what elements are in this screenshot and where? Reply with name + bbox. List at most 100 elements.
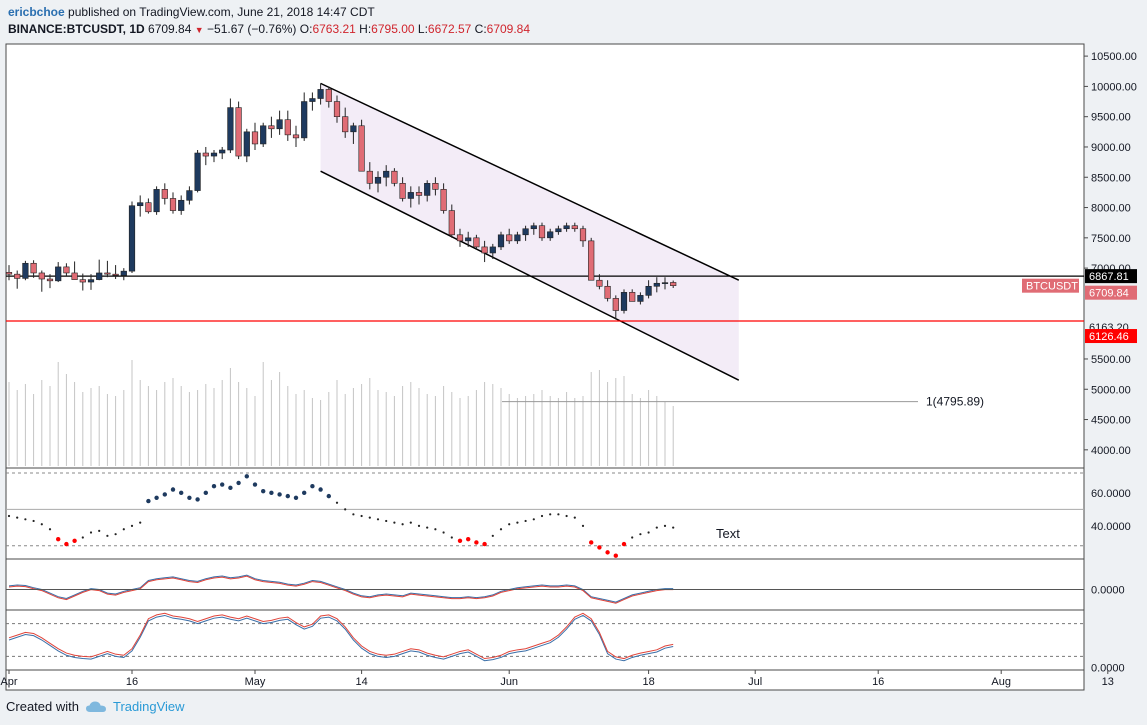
rsi-dot xyxy=(40,523,43,526)
candle-body xyxy=(670,282,677,286)
candle-body xyxy=(243,131,250,157)
rsi-dot xyxy=(187,495,192,500)
candle-body xyxy=(489,246,496,254)
candle-body xyxy=(14,273,21,279)
rsi-dot xyxy=(344,508,347,511)
chart-header: ericbchoe published on TradingView.com, … xyxy=(8,4,530,39)
symbol-title[interactable]: BINANCE:BTCUSDT, 1D xyxy=(8,22,145,36)
price-tick-label: 5500.00 xyxy=(1091,354,1131,366)
open-value: 6763.21 xyxy=(312,22,356,36)
rsi-dot xyxy=(663,524,667,528)
candle-body xyxy=(497,234,505,248)
rsi-dot xyxy=(352,513,355,516)
candle-body xyxy=(104,272,111,275)
symbol-tag-text: BTCUSDT xyxy=(1026,281,1078,293)
created-with-label: Created with xyxy=(6,699,79,714)
time-tick-label: 16 xyxy=(126,676,138,688)
rsi-dot xyxy=(302,490,307,496)
candle-body xyxy=(645,285,652,296)
price-tick-label: 9000.00 xyxy=(1091,142,1131,154)
rsi-dot xyxy=(16,516,19,519)
price-tick-label: 4000.00 xyxy=(1091,445,1131,457)
cloud-logo-icon xyxy=(85,701,106,712)
candle-body xyxy=(432,183,439,190)
rsi-dot xyxy=(442,531,445,534)
rsi-dot xyxy=(64,541,69,547)
price-tick-label: 8500.00 xyxy=(1091,172,1131,184)
rsi-dot xyxy=(81,536,84,539)
chart-canvas[interactable]: 1(4795.89) Text 10500.00 10000.00 9500.00 9… xyxy=(0,42,1147,692)
candle-body xyxy=(284,119,291,136)
candle-body xyxy=(366,170,373,184)
rsi-dot xyxy=(565,514,568,518)
candle-body xyxy=(22,262,29,279)
annotation-label: 1(4795.89) xyxy=(926,395,984,409)
candle-body xyxy=(96,272,103,280)
last-price: 6709.84 xyxy=(148,22,192,36)
candle-body xyxy=(309,98,316,102)
rsi-dot xyxy=(139,521,142,524)
rsi-dot xyxy=(549,513,552,516)
candle-body xyxy=(555,228,562,233)
rsi-dot xyxy=(130,524,134,528)
rsi-dot xyxy=(385,519,388,523)
candle-body xyxy=(596,279,603,287)
price-label-last-text: 6709.84 xyxy=(1089,288,1129,300)
rsi-dot xyxy=(146,498,151,504)
symbol-tag: BTCUSDT xyxy=(1022,278,1079,293)
time-axis[interactable]: Apr 16 May 14 Jun 18 Jul 16 Aug 13 xyxy=(0,670,1114,688)
low-value: 6672.57 xyxy=(427,22,472,36)
rsi-dot xyxy=(310,484,315,489)
time-tick-label: Jun xyxy=(500,676,518,688)
candle-body xyxy=(547,231,554,239)
candle-body xyxy=(63,266,70,274)
rsi-dot xyxy=(516,521,519,524)
rsi-dot xyxy=(434,528,437,531)
candle-body xyxy=(46,278,54,282)
candle-body xyxy=(202,152,209,157)
candle-body xyxy=(588,240,595,281)
price-tick-label: 10500.00 xyxy=(1091,51,1137,63)
channel-upper-line[interactable] xyxy=(320,82,740,281)
candle-body xyxy=(87,279,95,283)
rsi-dot xyxy=(631,536,634,539)
down-triangle-icon: ▼ xyxy=(194,25,204,35)
candles xyxy=(5,83,677,320)
author-link[interactable]: ericbchoe xyxy=(8,5,65,19)
rsi-dot xyxy=(524,519,527,523)
rsi-dot xyxy=(532,518,535,521)
candle-body xyxy=(473,237,480,248)
close-value: 6709.84 xyxy=(486,22,531,36)
rsi-dot xyxy=(457,538,463,543)
candle-body xyxy=(145,202,152,213)
price-axis[interactable]: 10500.00 10000.00 9500.00 9000.00 8500.00 800… xyxy=(1084,51,1137,457)
rsi-dot xyxy=(647,531,650,534)
high-label: H: xyxy=(359,22,372,36)
candle-body xyxy=(210,152,218,157)
stoch-line-blue xyxy=(8,614,674,662)
tradingview-brand-link[interactable]: TradingView xyxy=(112,699,185,714)
text-note[interactable]: Text xyxy=(716,526,740,541)
indicator-axes: 60.0000 40.0000 0.0000 0.0000 xyxy=(1091,488,1131,674)
candle-body xyxy=(219,149,226,154)
rsi-dot xyxy=(466,536,471,542)
candle-body xyxy=(399,183,406,199)
rsi-dot xyxy=(409,521,412,524)
rsi-dot xyxy=(318,487,323,492)
osc-line-blue xyxy=(8,574,674,603)
candle-body xyxy=(268,125,275,130)
rsi-dot xyxy=(581,524,585,528)
candle-body xyxy=(186,190,193,201)
rsi-dot xyxy=(277,492,282,497)
candle-body xyxy=(325,89,332,102)
candle-body xyxy=(415,192,423,196)
publish-info: published on TradingView.com, June 21, 2… xyxy=(68,5,375,19)
rsi-dot xyxy=(335,501,339,504)
rsi-dot xyxy=(474,540,479,545)
price-label-last: 6709.84 xyxy=(1085,285,1137,300)
open-label: O: xyxy=(299,22,313,36)
candle-body xyxy=(481,246,488,254)
candle-body xyxy=(227,107,234,151)
candle-body xyxy=(424,183,431,196)
rsi-dot xyxy=(122,528,125,531)
